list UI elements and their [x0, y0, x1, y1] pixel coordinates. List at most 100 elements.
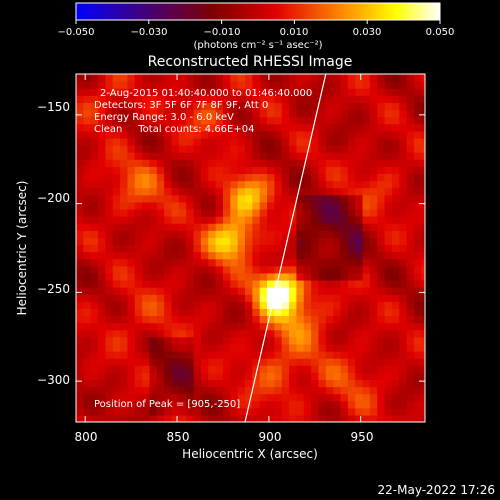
heatmap-cell — [105, 272, 114, 281]
heatmap-cell — [112, 237, 121, 246]
heatmap-cell — [311, 279, 320, 288]
heatmap-cell — [340, 393, 349, 402]
heatmap-cell — [149, 308, 158, 317]
heatmap-cell — [252, 329, 261, 338]
heatmap-cell — [208, 350, 217, 359]
heatmap-cell — [362, 152, 371, 160]
heatmap-cell — [112, 223, 121, 231]
heatmap-cell — [193, 372, 202, 380]
heatmap-cell — [347, 407, 356, 416]
heatmap-cell — [413, 358, 422, 366]
heatmap-cell — [347, 102, 356, 111]
heatmap-cell — [142, 216, 151, 224]
heatmap-cell — [340, 216, 349, 224]
heatmap-cell — [274, 322, 283, 331]
heatmap-cell — [289, 393, 298, 402]
heatmap-cell — [391, 145, 400, 153]
heatmap-cell — [303, 322, 312, 331]
heatmap-cell — [325, 414, 334, 422]
heatmap-cell — [377, 88, 386, 96]
heatmap-cell — [149, 407, 158, 416]
heatmap-cell — [377, 208, 386, 217]
heatmap-cell — [127, 173, 136, 182]
heatmap-cell — [105, 400, 114, 409]
heatmap-cell — [369, 109, 378, 118]
heatmap-cell — [259, 95, 268, 104]
heatmap-cell — [399, 74, 408, 82]
heatmap-cell — [421, 414, 425, 422]
heatmap-cell — [215, 258, 224, 267]
heatmap-cell — [90, 308, 99, 317]
heatmap-cell — [355, 109, 364, 118]
heatmap-cell — [274, 95, 283, 104]
heatmap-cell — [377, 251, 386, 260]
heatmap-cell — [325, 194, 334, 203]
heatmap-cell — [120, 372, 129, 380]
heatmap-cell — [355, 258, 364, 267]
heatmap-cell — [237, 88, 246, 96]
heatmap-cell — [149, 251, 158, 260]
heatmap-cell — [83, 265, 92, 274]
heatmap-cell — [171, 258, 180, 267]
heatmap-cell — [252, 152, 261, 160]
heatmap-cell — [377, 372, 386, 380]
heatmap-cell — [318, 365, 327, 373]
heatmap-cell — [200, 166, 209, 175]
heatmap-cell — [281, 393, 290, 402]
heatmap-cell — [296, 393, 305, 402]
heatmap-cell — [252, 308, 261, 317]
heatmap-cell — [200, 350, 209, 359]
heatmap-cell — [237, 208, 246, 217]
heatmap-cell — [340, 294, 349, 302]
heatmap-cell — [134, 414, 143, 422]
heatmap-cell — [252, 350, 261, 359]
heatmap-cell — [90, 237, 99, 246]
heatmap-cell — [281, 308, 290, 317]
heatmap-cell — [208, 208, 217, 217]
heatmap-cell — [127, 180, 136, 189]
heatmap-cell — [230, 74, 239, 82]
heatmap-cell — [208, 393, 217, 402]
heatmap-cell — [83, 180, 92, 189]
heatmap-cell — [193, 137, 202, 146]
heatmap-cell — [267, 88, 275, 96]
heatmap-cell — [230, 180, 239, 189]
heatmap-cell — [222, 350, 231, 359]
heatmap-cell — [311, 201, 320, 210]
heatmap-cell — [134, 279, 143, 288]
heatmap-cell — [252, 279, 261, 288]
heatmap-cell — [347, 279, 356, 288]
heatmap-cell — [318, 95, 327, 104]
heatmap-cell — [171, 223, 180, 231]
heatmap-cell — [406, 102, 415, 111]
heatmap-cell — [413, 287, 422, 295]
heatmap-cell — [421, 315, 425, 324]
heatmap-cell — [230, 272, 239, 281]
heatmap-cell — [399, 329, 408, 338]
heatmap-cell — [318, 279, 327, 288]
heatmap-cell — [90, 81, 99, 89]
heatmap-cell — [318, 223, 327, 231]
heatmap-cell — [142, 350, 151, 359]
heatmap-cell — [333, 102, 342, 111]
heatmap-cell — [244, 315, 253, 324]
heatmap-cell — [362, 265, 371, 274]
heatmap-cell — [355, 81, 364, 89]
heatmap-cell — [281, 187, 290, 196]
heatmap-cell — [281, 201, 290, 210]
heatmap-cell — [362, 414, 371, 422]
heatmap-cell — [105, 159, 114, 167]
heatmap-cell — [237, 350, 246, 359]
heatmap-cell — [186, 393, 195, 402]
heatmap-cell — [377, 379, 386, 388]
heatmap-cell — [274, 407, 283, 416]
heatmap-cell — [171, 201, 180, 210]
heatmap-cell — [318, 272, 327, 281]
heatmap-cell — [127, 272, 136, 281]
heatmap-cell — [391, 329, 400, 338]
heatmap-cell — [244, 251, 253, 260]
heatmap-cell — [347, 258, 356, 267]
heatmap-cell — [384, 145, 393, 153]
heatmap-cell — [237, 372, 246, 380]
heatmap-cell — [318, 251, 327, 260]
